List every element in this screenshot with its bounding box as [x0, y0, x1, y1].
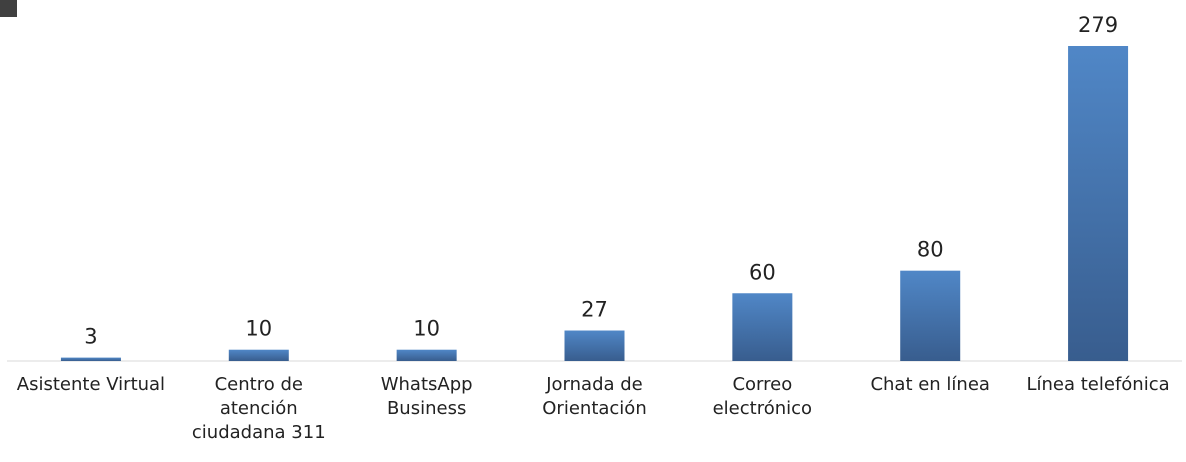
x-tick-label: Asistente Virtual	[16, 374, 166, 395]
bar	[732, 293, 793, 361]
bar	[60, 357, 121, 361]
x-tick-label: Centro de atención ciudadana 311	[191, 374, 326, 443]
bar	[564, 330, 625, 361]
value-label: 27	[581, 298, 608, 322]
bar	[228, 349, 289, 361]
x-tick-label: Correo electrónico	[712, 374, 813, 419]
value-label: 3	[84, 325, 97, 349]
bar	[1068, 46, 1129, 361]
value-label: 80	[917, 238, 944, 262]
value-label: 10	[245, 317, 272, 341]
x-tick-label: Chat en línea	[870, 374, 990, 395]
bar	[900, 270, 961, 361]
x-tick-label: WhatsApp Business	[380, 374, 473, 419]
value-label: 60	[749, 260, 776, 284]
value-label: 279	[1078, 13, 1118, 37]
legend-marker	[0, 0, 17, 17]
x-tick-label: Jornada de Orientación	[542, 374, 647, 419]
value-label: 10	[413, 317, 440, 341]
x-tick-label: Línea telefónica	[1026, 374, 1170, 395]
bar	[396, 349, 457, 361]
